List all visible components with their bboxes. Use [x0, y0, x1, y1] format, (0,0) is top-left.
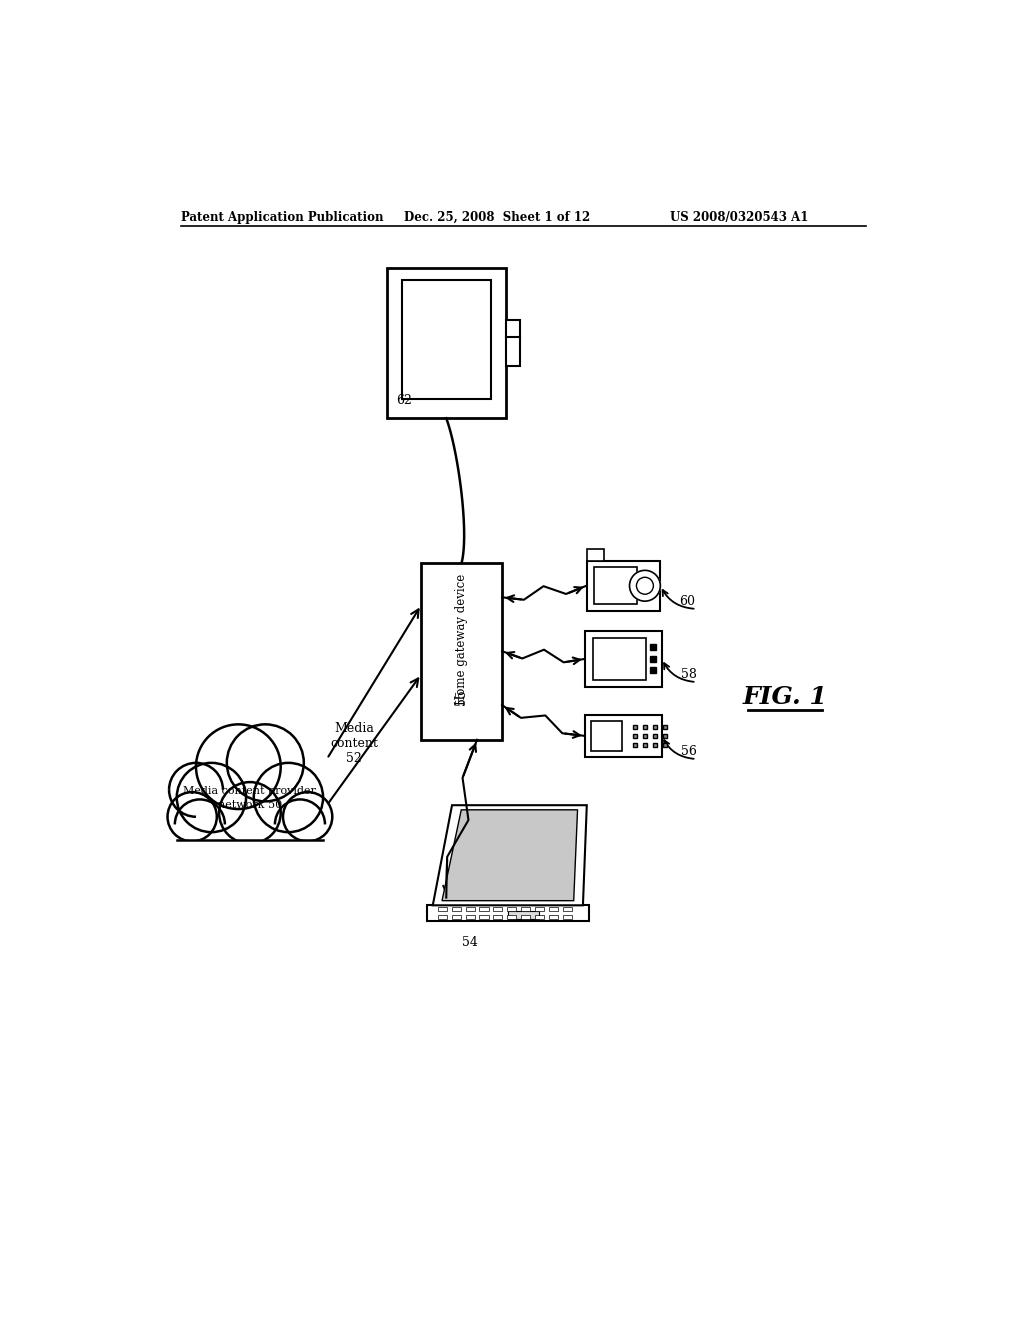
Polygon shape	[433, 805, 587, 906]
FancyBboxPatch shape	[479, 915, 488, 919]
FancyBboxPatch shape	[387, 268, 506, 418]
FancyBboxPatch shape	[587, 561, 659, 611]
Text: Dec. 25, 2008  Sheet 1 of 12: Dec. 25, 2008 Sheet 1 of 12	[403, 211, 590, 224]
FancyBboxPatch shape	[507, 915, 516, 919]
FancyBboxPatch shape	[466, 907, 475, 911]
FancyBboxPatch shape	[508, 911, 539, 919]
FancyBboxPatch shape	[549, 907, 558, 911]
Text: FIG. 1: FIG. 1	[742, 685, 827, 709]
FancyBboxPatch shape	[466, 915, 475, 919]
FancyBboxPatch shape	[587, 549, 604, 561]
FancyBboxPatch shape	[507, 907, 516, 911]
Text: 58: 58	[681, 668, 697, 681]
Text: Media
content
52: Media content 52	[330, 722, 378, 766]
Text: Home gateway device: Home gateway device	[455, 574, 468, 705]
Circle shape	[168, 792, 217, 841]
Text: 56: 56	[681, 744, 697, 758]
FancyBboxPatch shape	[494, 907, 503, 911]
FancyBboxPatch shape	[562, 907, 571, 911]
Text: Patent Application Publication: Patent Application Publication	[180, 211, 383, 224]
Text: 60: 60	[679, 594, 695, 607]
FancyBboxPatch shape	[591, 721, 622, 751]
FancyBboxPatch shape	[427, 906, 589, 921]
FancyBboxPatch shape	[562, 915, 571, 919]
Text: 62: 62	[396, 393, 412, 407]
Ellipse shape	[169, 739, 331, 847]
FancyBboxPatch shape	[521, 915, 530, 919]
FancyBboxPatch shape	[494, 915, 503, 919]
FancyBboxPatch shape	[438, 915, 447, 919]
FancyBboxPatch shape	[593, 638, 646, 680]
Circle shape	[196, 725, 281, 809]
Circle shape	[226, 725, 304, 801]
FancyBboxPatch shape	[421, 562, 502, 739]
FancyBboxPatch shape	[402, 280, 490, 399]
FancyBboxPatch shape	[521, 907, 530, 911]
FancyBboxPatch shape	[506, 321, 520, 367]
Circle shape	[177, 763, 246, 832]
FancyBboxPatch shape	[479, 907, 488, 911]
FancyBboxPatch shape	[452, 907, 461, 911]
Circle shape	[254, 763, 323, 832]
FancyBboxPatch shape	[549, 915, 558, 919]
Circle shape	[283, 792, 333, 841]
FancyBboxPatch shape	[535, 907, 544, 911]
FancyBboxPatch shape	[535, 915, 544, 919]
Text: 55: 55	[455, 689, 468, 705]
Polygon shape	[442, 810, 578, 900]
Circle shape	[219, 781, 281, 843]
Circle shape	[630, 570, 660, 601]
FancyBboxPatch shape	[585, 714, 662, 758]
FancyBboxPatch shape	[438, 907, 447, 911]
Text: Media content provider
network 50: Media content provider network 50	[183, 785, 316, 809]
Text: 54: 54	[462, 936, 477, 949]
Text: US 2008/0320543 A1: US 2008/0320543 A1	[670, 211, 808, 224]
FancyBboxPatch shape	[452, 915, 461, 919]
FancyBboxPatch shape	[585, 631, 662, 686]
FancyBboxPatch shape	[595, 568, 637, 605]
